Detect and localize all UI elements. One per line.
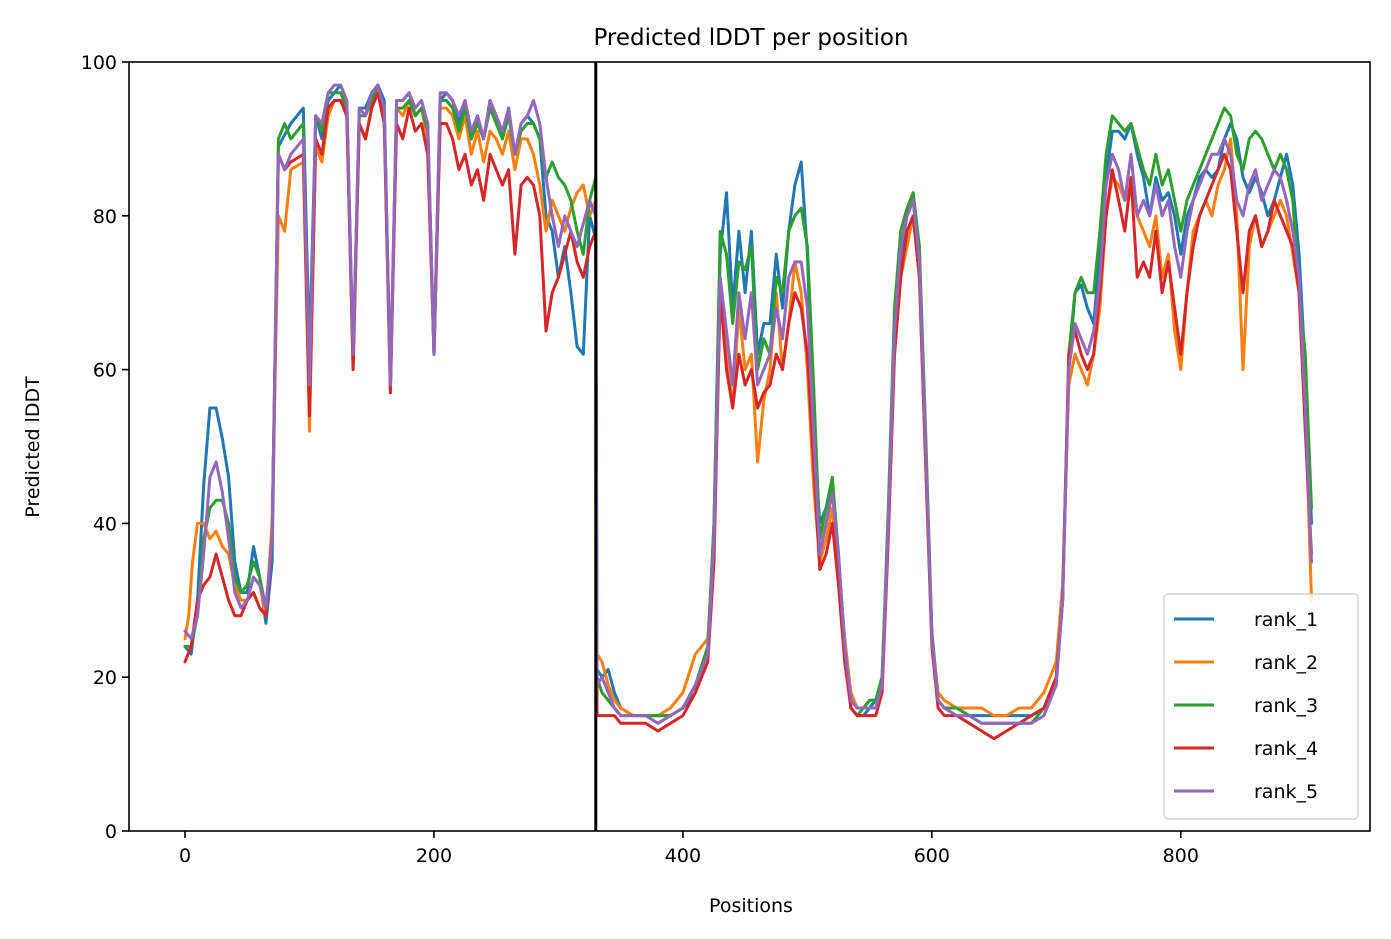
legend-label-rank_3: rank_3	[1254, 695, 1318, 717]
y-tick-label: 80	[93, 206, 117, 228]
series-line-rank_3	[183, 83, 1313, 725]
y-tick-label: 20	[93, 667, 117, 689]
x-tick-label: 0	[179, 845, 191, 867]
x-tick-label: 200	[416, 845, 452, 867]
y-tick-label: 0	[105, 821, 117, 843]
legend-label-rank_2: rank_2	[1254, 652, 1318, 674]
y-tick-label: 40	[93, 513, 117, 535]
series-layer	[183, 83, 1313, 741]
x-tick-label: 400	[665, 845, 701, 867]
legend: rank_1 rank_2 rank_3 rank_4 rank_5	[1163, 593, 1359, 820]
series-line-rank_4	[183, 91, 1313, 741]
legend-label-rank_5: rank_5	[1254, 781, 1318, 803]
x-tick-label: 600	[914, 845, 950, 867]
plot-area-frame	[128, 61, 1371, 832]
legend-label-rank_1: rank_1	[1254, 609, 1318, 631]
series-line-rank_5	[183, 83, 1313, 725]
y-tick-label: 60	[93, 360, 117, 382]
y-tick-label: 100	[81, 52, 117, 74]
chart-title: Predicted lDDT per position	[593, 25, 908, 51]
legend-box	[1163, 593, 1359, 820]
y-axis-label: Predicted lDDT	[22, 376, 44, 518]
legend-label-rank_4: rank_4	[1254, 738, 1318, 760]
x-axis-label: Positions	[709, 895, 793, 917]
x-tick-label: 800	[1163, 845, 1199, 867]
y-axis: 0 20 40 60 80 100	[81, 52, 129, 843]
x-axis: 0 200 400 600 800	[179, 831, 1199, 867]
